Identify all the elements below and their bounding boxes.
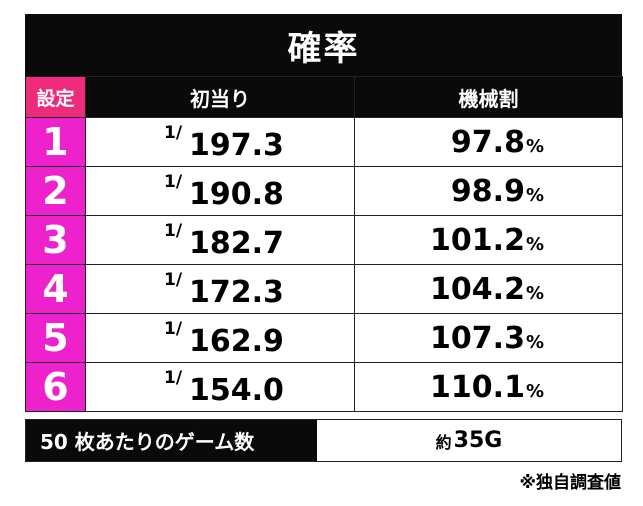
payout-cell: 107.3% xyxy=(354,313,623,363)
setting-cell: 5 xyxy=(25,313,86,363)
probability-numerator: 1/ xyxy=(164,319,183,339)
payout-unit: % xyxy=(525,135,544,157)
header-setting: 設定 xyxy=(25,76,86,118)
table-header-row: 設定 初当り 機械割 xyxy=(25,76,623,118)
probability-cell: 1/172.3 xyxy=(85,264,355,314)
payout-value: 110.1 xyxy=(430,369,525,405)
probability-cell: 1/197.3 xyxy=(85,117,355,167)
payout-cell: 110.1% xyxy=(354,362,623,412)
payout-value: 97.8 xyxy=(450,124,525,160)
probability-denominator: 172.3 xyxy=(189,275,284,310)
payout-value: 98.9 xyxy=(450,173,525,209)
payout-value: 104.2 xyxy=(430,271,525,307)
footer-label: 50 枚あたりのゲーム数 xyxy=(26,420,317,461)
payout-unit: % xyxy=(525,380,544,402)
table-row: 2 1/190.8 98.9% xyxy=(25,166,623,216)
setting-cell: 4 xyxy=(25,264,86,314)
survey-note: ※独自調査値 xyxy=(519,473,621,493)
probability-denominator: 154.0 xyxy=(189,373,284,408)
payout-unit: % xyxy=(525,184,544,206)
footer-value: 約 35G xyxy=(317,420,621,461)
setting-cell: 2 xyxy=(25,166,86,216)
payout-cell: 104.2% xyxy=(354,264,623,314)
setting-cell: 6 xyxy=(25,362,86,412)
table-row: 6 1/154.0 110.1% xyxy=(25,362,623,412)
probability-numerator: 1/ xyxy=(164,172,183,192)
payout-value: 101.2 xyxy=(430,222,525,258)
header-payout: 機械割 xyxy=(354,76,623,118)
setting-cell: 1 xyxy=(25,117,86,167)
probability-cell: 1/162.9 xyxy=(85,313,355,363)
probability-table: 設定 初当り 機械割 1 1/197.3 97.8% 2 1/190.8 98.9% 3 1/… xyxy=(25,76,623,412)
probability-denominator: 182.7 xyxy=(189,226,284,261)
setting-cell: 3 xyxy=(25,215,86,265)
payout-unit: % xyxy=(525,282,544,304)
probability-numerator: 1/ xyxy=(164,368,183,388)
table-body: 1 1/197.3 97.8% 2 1/190.8 98.9% 3 1/182.7 101.2%… xyxy=(25,117,623,412)
probability-cell: 1/190.8 xyxy=(85,166,355,216)
probability-numerator: 1/ xyxy=(164,221,183,241)
probability-denominator: 190.8 xyxy=(189,177,284,212)
payout-unit: % xyxy=(525,233,544,255)
footer-value-number: 35G xyxy=(453,428,503,453)
probability-cell: 1/182.7 xyxy=(85,215,355,265)
payout-cell: 97.8% xyxy=(354,117,623,167)
probability-numerator: 1/ xyxy=(164,270,183,290)
probability-denominator: 162.9 xyxy=(189,324,284,359)
footer-value-prefix: 約 xyxy=(435,432,452,452)
probability-numerator: 1/ xyxy=(164,123,183,143)
payout-value: 107.3 xyxy=(430,320,525,356)
games-per-50-coins: 50 枚あたりのゲーム数 約 35G xyxy=(25,419,622,462)
table-row: 3 1/182.7 101.2% xyxy=(25,215,623,265)
payout-cell: 101.2% xyxy=(354,215,623,265)
probability-denominator: 197.3 xyxy=(189,128,284,163)
payout-cell: 98.9% xyxy=(354,166,623,216)
page-title: 確率 xyxy=(25,14,622,76)
probability-cell: 1/154.0 xyxy=(85,362,355,412)
table-row: 5 1/162.9 107.3% xyxy=(25,313,623,363)
table-row: 1 1/197.3 97.8% xyxy=(25,117,623,167)
payout-unit: % xyxy=(525,331,544,353)
header-probability: 初当り xyxy=(85,76,355,118)
table-row: 4 1/172.3 104.2% xyxy=(25,264,623,314)
